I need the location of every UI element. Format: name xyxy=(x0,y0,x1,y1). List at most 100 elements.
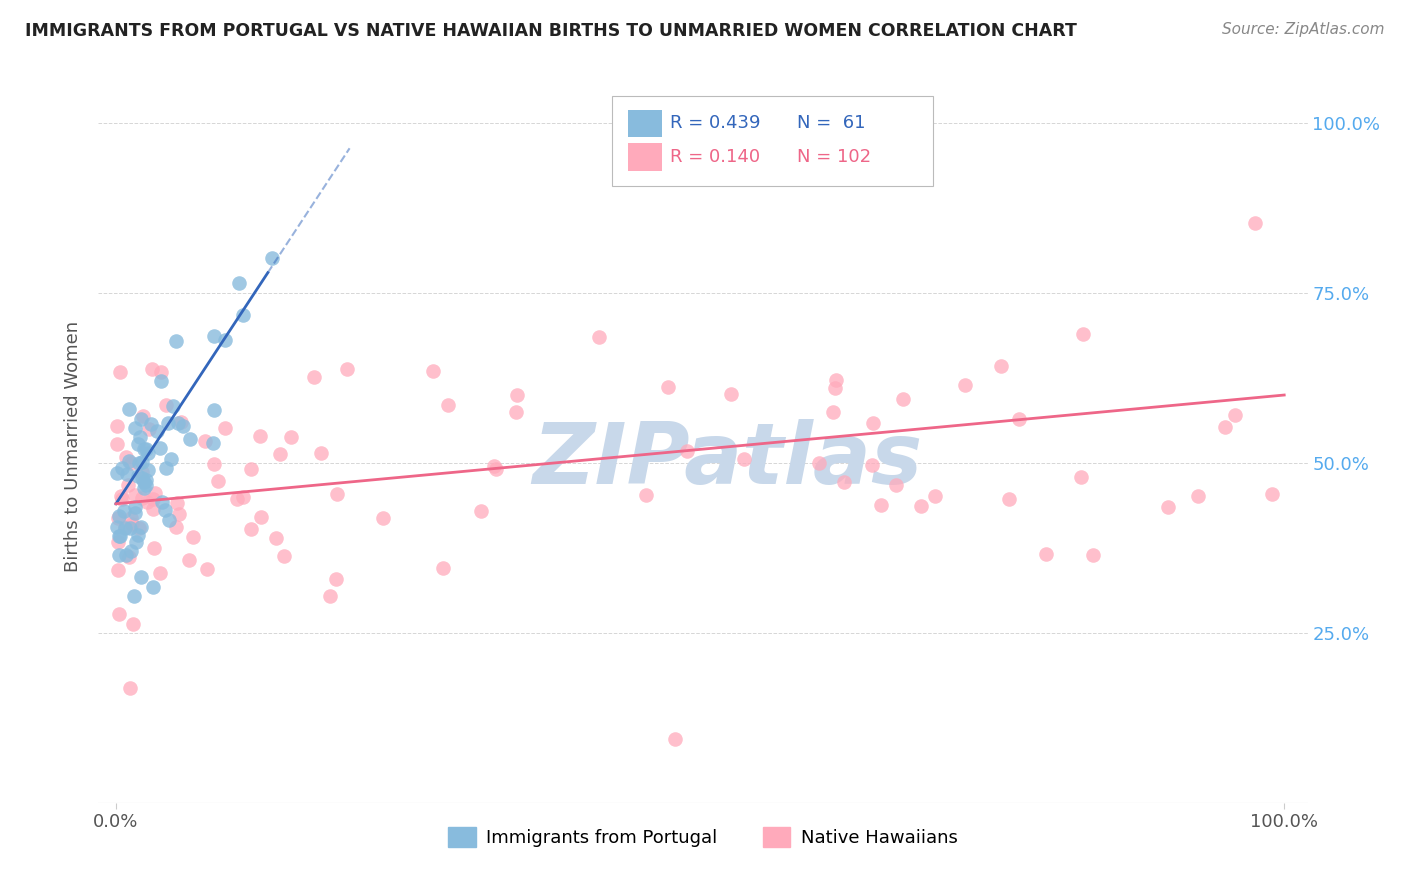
Point xyxy=(207,474,229,488)
Point xyxy=(156,417,179,431)
Point xyxy=(107,563,129,577)
Point xyxy=(108,529,131,543)
Point xyxy=(166,496,188,510)
Point xyxy=(107,549,129,563)
Point xyxy=(142,501,165,516)
Point xyxy=(239,523,262,537)
Point xyxy=(135,478,157,492)
Point xyxy=(891,392,914,406)
Point xyxy=(869,498,891,512)
Point xyxy=(990,359,1012,373)
Point xyxy=(127,468,149,483)
Point xyxy=(107,511,129,525)
Point xyxy=(132,409,155,423)
Point xyxy=(105,466,128,480)
Point xyxy=(1070,470,1092,484)
Point xyxy=(129,570,152,584)
Point xyxy=(157,513,180,527)
Point xyxy=(228,277,250,291)
Point xyxy=(860,458,883,472)
Point xyxy=(1157,500,1180,515)
Point xyxy=(108,366,131,380)
Point xyxy=(336,362,359,376)
Point xyxy=(142,580,165,594)
Point xyxy=(129,520,152,534)
Point xyxy=(135,442,157,457)
Text: R = 0.140: R = 0.140 xyxy=(671,148,761,166)
Point xyxy=(124,500,146,514)
Point xyxy=(155,398,177,412)
Point xyxy=(318,589,340,603)
Point xyxy=(131,491,153,506)
Point xyxy=(128,456,150,470)
Point xyxy=(505,405,527,419)
Point xyxy=(141,362,163,376)
Point xyxy=(152,494,174,508)
Point xyxy=(309,446,332,460)
Point xyxy=(1223,408,1246,422)
Point xyxy=(824,381,846,395)
Point xyxy=(149,441,172,455)
Point xyxy=(884,478,907,492)
Point xyxy=(232,308,254,322)
Point xyxy=(1213,419,1236,434)
Point xyxy=(117,477,139,491)
Point xyxy=(134,482,156,496)
Point xyxy=(165,334,187,348)
Point xyxy=(131,455,153,469)
Point xyxy=(142,541,165,555)
Point xyxy=(664,732,686,747)
Point xyxy=(105,520,128,534)
Point xyxy=(239,462,262,476)
Point xyxy=(108,509,131,524)
FancyBboxPatch shape xyxy=(613,96,932,186)
Point xyxy=(266,531,288,545)
Text: N =  61: N = 61 xyxy=(797,114,866,132)
FancyBboxPatch shape xyxy=(628,144,662,170)
Point xyxy=(108,607,131,622)
Point xyxy=(1187,489,1209,503)
Point xyxy=(1008,411,1031,425)
Text: IMMIGRANTS FROM PORTUGAL VS NATIVE HAWAIIAN BIRTHS TO UNMARRIED WOMEN CORRELATIO: IMMIGRANTS FROM PORTUGAL VS NATIVE HAWAI… xyxy=(25,22,1077,40)
Point xyxy=(166,416,188,430)
Point xyxy=(953,377,976,392)
Point xyxy=(124,421,146,435)
Point xyxy=(371,511,394,525)
Text: N = 102: N = 102 xyxy=(797,148,872,166)
Point xyxy=(634,488,657,502)
Point xyxy=(1035,547,1057,561)
Point xyxy=(155,461,177,475)
Point xyxy=(202,457,225,471)
Point xyxy=(1243,216,1265,230)
Text: Source: ZipAtlas.com: Source: ZipAtlas.com xyxy=(1222,22,1385,37)
Point xyxy=(138,445,160,459)
Point xyxy=(194,434,217,448)
Point xyxy=(111,491,134,506)
Point xyxy=(114,519,136,533)
Point xyxy=(506,387,529,401)
Point xyxy=(107,534,129,549)
Point xyxy=(120,510,142,524)
Point xyxy=(179,432,201,446)
Point xyxy=(122,617,145,632)
Point xyxy=(114,548,136,562)
Point xyxy=(124,488,146,502)
Point xyxy=(484,462,506,476)
Point xyxy=(676,444,699,458)
Point xyxy=(249,429,271,443)
Point xyxy=(153,503,176,517)
Point xyxy=(112,503,135,517)
Point xyxy=(325,572,347,586)
Point xyxy=(118,454,141,468)
Text: ZIPatlas: ZIPatlas xyxy=(531,418,922,502)
Point xyxy=(924,490,946,504)
Point xyxy=(998,491,1021,506)
Point xyxy=(115,467,138,481)
Point xyxy=(129,411,152,425)
Point xyxy=(807,456,830,470)
Point xyxy=(482,459,505,474)
Point xyxy=(181,530,204,544)
Point xyxy=(832,475,855,489)
Point xyxy=(172,418,194,433)
Point xyxy=(167,507,190,521)
